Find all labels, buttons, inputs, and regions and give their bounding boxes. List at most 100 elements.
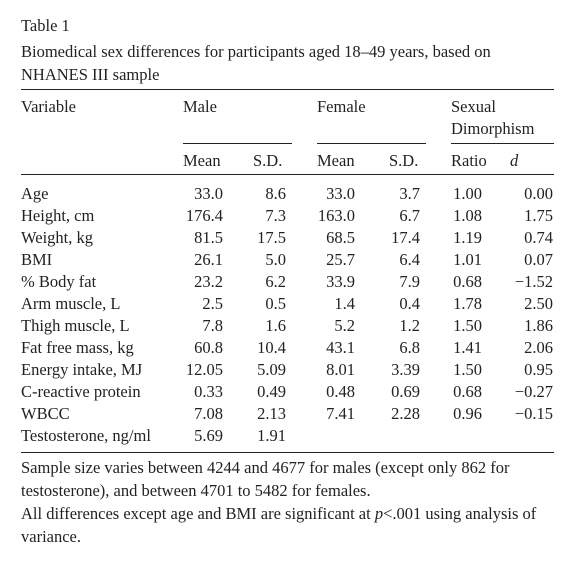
cell-female-sd: 7.9 xyxy=(399,272,420,291)
cell-male-mean: 23.2 xyxy=(194,272,223,291)
cell-male-mean: 5.69 xyxy=(194,426,223,445)
footnote-significance: All differences except age and BMI are s… xyxy=(21,502,569,548)
cell-female-mean: 33.9 xyxy=(326,272,355,291)
cell-ratio: 0.96 xyxy=(453,404,482,423)
cell-ratio: 1.08 xyxy=(453,206,482,225)
dimorphism-group-rule xyxy=(451,143,554,144)
cell-male-sd: 17.5 xyxy=(257,228,286,247)
cell-d: 1.86 xyxy=(524,316,553,335)
cell-male-sd: 7.3 xyxy=(265,206,286,225)
cell-d: −0.15 xyxy=(514,404,553,423)
header-dimorphism-line2: Dimorphism xyxy=(451,119,535,138)
cell-ratio: 1.00 xyxy=(453,184,482,203)
cell-ratio: 1.41 xyxy=(453,338,482,357)
cell-female-mean: 5.2 xyxy=(334,316,355,335)
cell-female-sd: 6.4 xyxy=(399,250,420,269)
cell-male-sd: 0.5 xyxy=(265,294,286,313)
header-ratio: Ratio xyxy=(451,151,487,170)
cell-female-mean: 33.0 xyxy=(326,184,355,203)
header-dimorphism-line1: Sexual xyxy=(451,97,496,116)
cell-male-mean: 26.1 xyxy=(194,250,223,269)
cell-d: 2.50 xyxy=(524,294,553,313)
cell-variable: % Body fat xyxy=(21,272,97,291)
cell-male-sd: 5.0 xyxy=(265,250,286,269)
cell-female-mean: 43.1 xyxy=(326,338,355,357)
cell-female-mean: 163.0 xyxy=(317,206,355,225)
cell-d: 1.75 xyxy=(524,206,553,225)
cell-female-sd: 6.8 xyxy=(399,338,420,357)
cell-variable: Fat free mass, kg xyxy=(21,338,134,357)
cell-female-sd: 3.7 xyxy=(399,184,420,203)
bottom-rule xyxy=(21,452,554,453)
cell-male-sd: 2.13 xyxy=(257,404,286,423)
cell-d: −1.52 xyxy=(514,272,553,291)
cell-male-mean: 81.5 xyxy=(194,228,223,247)
cell-variable: Energy intake, MJ xyxy=(21,360,143,379)
header-d: d xyxy=(510,151,519,170)
cell-female-sd: 0.69 xyxy=(391,382,420,401)
cell-male-sd: 1.6 xyxy=(265,316,286,335)
header-male-sd: S.D. xyxy=(253,151,283,170)
footnote-significance-lead: All differences except age and BMI are s… xyxy=(21,504,375,523)
cell-male-sd: 10.4 xyxy=(257,338,286,357)
cell-ratio: 0.68 xyxy=(453,272,482,291)
cell-male-sd: 5.09 xyxy=(257,360,286,379)
cell-female-mean: 25.7 xyxy=(326,250,355,269)
cell-female-mean: 7.41 xyxy=(326,404,355,423)
cell-variable: Weight, kg xyxy=(21,228,93,247)
cell-male-sd: 1.91 xyxy=(257,426,286,445)
cell-male-mean: 7.08 xyxy=(194,404,223,423)
cell-female-mean: 68.5 xyxy=(326,228,355,247)
cell-female-mean: 0.48 xyxy=(326,382,355,401)
cell-female-mean: 8.01 xyxy=(326,360,355,379)
cell-d: 0.00 xyxy=(524,184,553,203)
cell-d: 0.07 xyxy=(524,250,553,269)
header-male: Male xyxy=(183,97,217,116)
footnote-p-symbol: p xyxy=(374,504,384,523)
cell-male-mean: 7.8 xyxy=(202,316,223,335)
table-label: Table 1 xyxy=(21,16,70,35)
cell-variable: Age xyxy=(21,184,49,203)
cell-male-sd: 6.2 xyxy=(265,272,286,291)
male-group-rule xyxy=(183,143,292,144)
cell-ratio: 1.50 xyxy=(453,360,482,379)
cell-d: 2.06 xyxy=(524,338,553,357)
female-group-rule xyxy=(317,143,426,144)
header-rule xyxy=(21,174,554,175)
table-caption: Biomedical sex differences for participa… xyxy=(21,42,491,84)
footnote-significance-tail: <.001 using analysis of variance. xyxy=(21,504,537,546)
cell-male-mean: 176.4 xyxy=(185,206,223,225)
top-rule xyxy=(21,89,554,90)
cell-variable: Testosterone, ng/ml xyxy=(21,426,151,445)
cell-male-sd: 8.6 xyxy=(265,184,286,203)
cell-variable: BMI xyxy=(21,250,53,269)
footnote-sample-size: Sample size varies between 4244 and 4677… xyxy=(21,458,510,500)
cell-male-mean: 12.05 xyxy=(185,360,223,379)
cell-ratio: 1.50 xyxy=(453,316,482,335)
cell-ratio: 1.19 xyxy=(453,228,482,247)
cell-variable: Height, cm xyxy=(21,206,95,225)
cell-variable: Thigh muscle, L xyxy=(21,316,130,335)
cell-male-mean: 2.5 xyxy=(202,294,223,313)
cell-ratio: 1.01 xyxy=(453,250,482,269)
cell-female-sd: 3.39 xyxy=(391,360,420,379)
cell-variable: Arm muscle, L xyxy=(21,294,121,313)
cell-female-sd: 1.2 xyxy=(399,316,420,335)
cell-male-mean: 33.0 xyxy=(194,184,223,203)
cell-male-mean: 60.8 xyxy=(194,338,223,357)
cell-ratio: 0.68 xyxy=(453,382,482,401)
cell-female-sd: 17.4 xyxy=(391,228,420,247)
cell-female-sd: 6.7 xyxy=(399,206,420,225)
cell-ratio: 1.78 xyxy=(453,294,482,313)
cell-variable: WBCC xyxy=(21,404,70,423)
header-female-sd: S.D. xyxy=(389,151,419,170)
header-female: Female xyxy=(317,97,366,116)
header-male-mean: Mean xyxy=(183,151,221,170)
cell-male-mean: 0.33 xyxy=(194,382,223,401)
cell-male-sd: 0.49 xyxy=(257,382,286,401)
cell-female-sd: 2.28 xyxy=(391,404,420,423)
cell-variable: C-reactive protein xyxy=(21,382,141,401)
cell-female-mean: 1.4 xyxy=(334,294,355,313)
header-variable: Variable xyxy=(21,97,76,116)
cell-d: −0.27 xyxy=(514,382,553,401)
